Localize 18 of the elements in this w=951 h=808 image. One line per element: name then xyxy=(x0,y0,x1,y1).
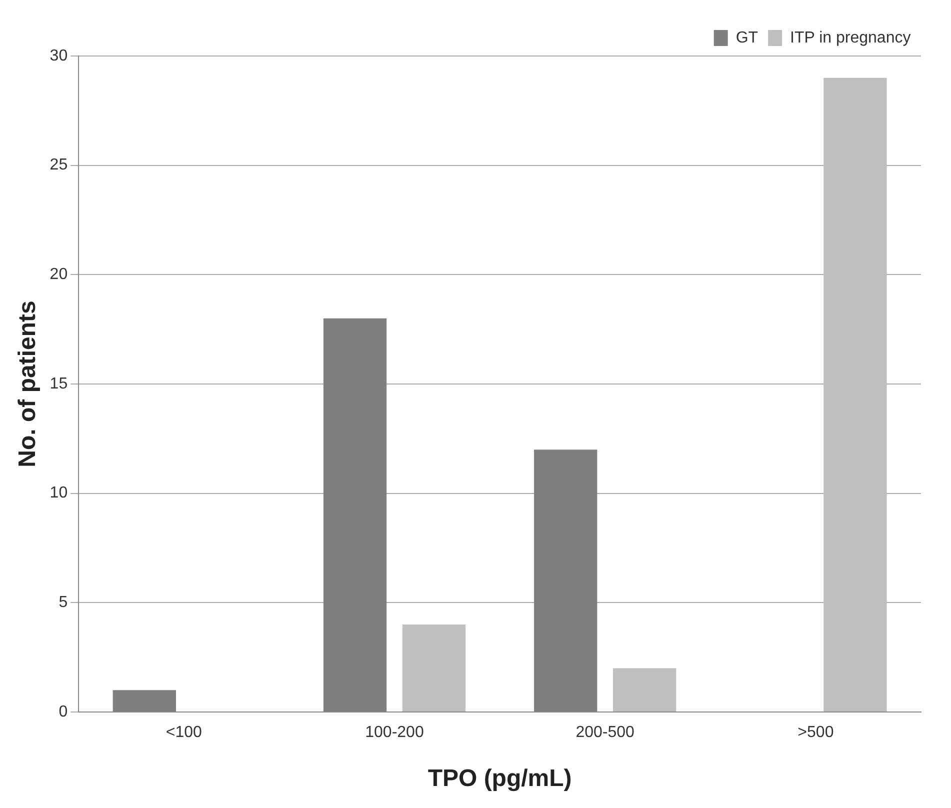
y-tick-label: 10 xyxy=(50,484,68,502)
y-axis-title: No. of patients xyxy=(14,300,42,468)
y-tick-label: 30 xyxy=(50,47,68,64)
bar xyxy=(402,624,466,712)
x-tick-label: 100-200 xyxy=(365,724,424,742)
legend-label: ITP in pregnancy xyxy=(790,29,911,46)
x-tick-label: >500 xyxy=(798,724,834,742)
y-tick-label: 20 xyxy=(50,266,68,284)
x-axis-title: TPO (pg/mL) xyxy=(428,765,572,792)
x-tick-label: <100 xyxy=(166,724,202,742)
y-tick-label: 5 xyxy=(58,594,68,612)
y-tick-label: 0 xyxy=(58,703,68,720)
x-tick-label: 200-500 xyxy=(576,724,635,742)
bar xyxy=(824,78,887,712)
bar xyxy=(612,668,676,712)
y-tick-label: 15 xyxy=(50,375,68,392)
y-tick-label: 25 xyxy=(50,156,68,174)
legend-label: GT xyxy=(736,29,758,46)
